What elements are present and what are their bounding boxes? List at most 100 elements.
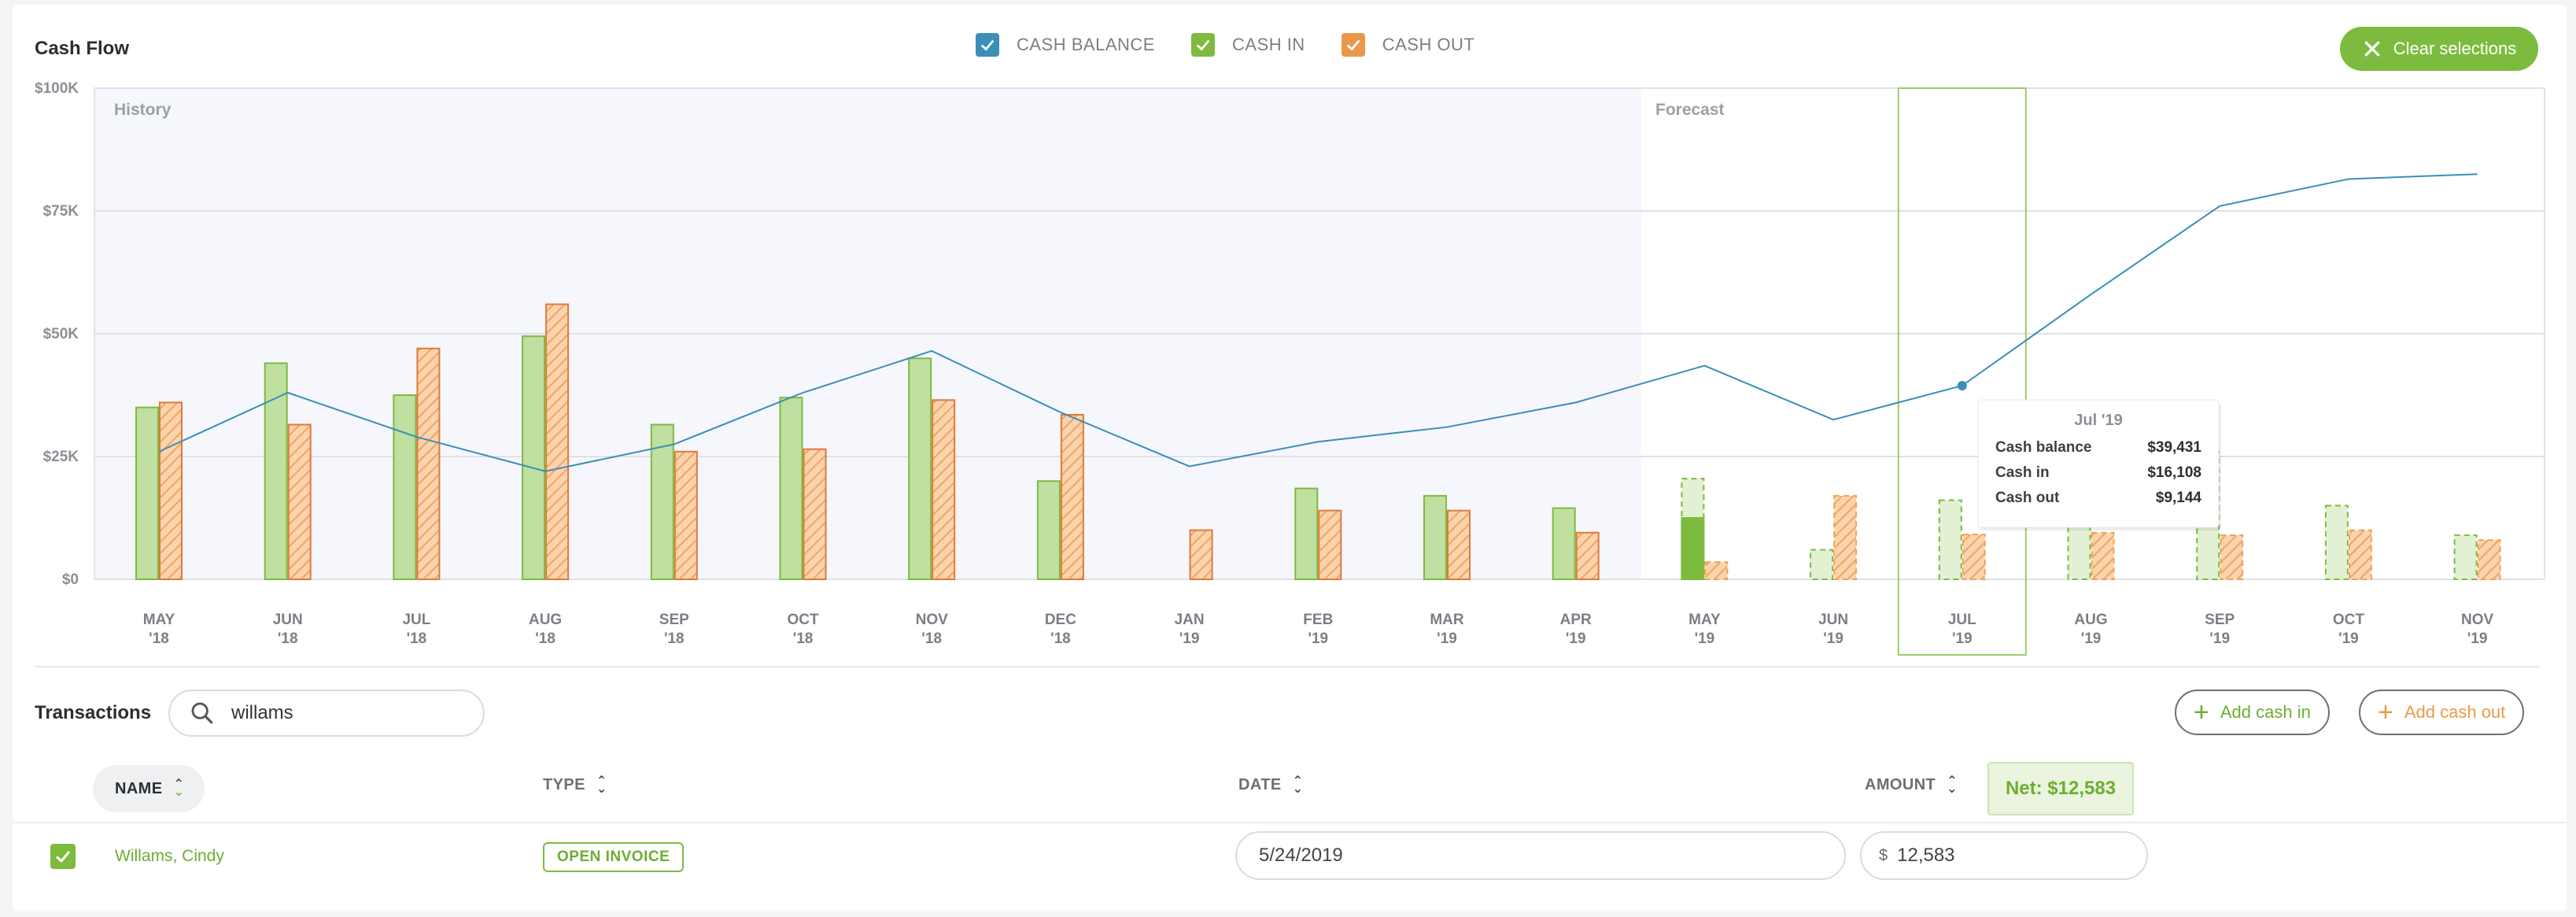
cash-balance-line (158, 173, 2478, 472)
x-tick-label: OCT (2333, 612, 2365, 628)
x-tick-label: '19 (1695, 630, 1715, 647)
clear-selections-label: Clear selections (2393, 39, 2517, 58)
cash-in-actual-bar (1681, 517, 1705, 580)
cash-out-bar (1060, 413, 1084, 581)
tooltip-title: Jul '19 (2074, 412, 2122, 429)
x-tick-label: NOV (2461, 612, 2494, 628)
x-tick-label: '19 (1823, 630, 1843, 647)
cash-out-bar (1447, 509, 1471, 581)
x-tick-label: '18 (793, 630, 814, 647)
x-tick-label: MAR (1430, 612, 1464, 628)
amount-field[interactable]: $ 12,583 (1860, 831, 2148, 880)
cash-out-bar (2220, 534, 2244, 581)
y-tick-label: $50K (43, 326, 79, 342)
x-tick-label: MAY (1688, 612, 1721, 628)
add-cash-in-label: Add cash in (2220, 702, 2311, 722)
sort-icon: ⌃ ⌄ (173, 778, 185, 799)
cash-out-bar (1704, 561, 1729, 580)
chart-legend: CASH BALANCE CASH IN CASH OUT (976, 33, 1474, 57)
x-tick-label: '18 (664, 630, 685, 647)
cash-in-bar (264, 362, 288, 580)
cash-out-bar (2477, 539, 2501, 581)
cash-in-bar (1294, 487, 1319, 580)
transactions-title: Transactions (35, 702, 152, 723)
cash-in-bar (779, 397, 803, 580)
tooltip-row-value: $9,144 (2156, 490, 2202, 506)
selected-month-highlight (1897, 87, 2027, 656)
tooltip-row-value: $16,108 (2147, 464, 2201, 481)
transaction-name-link[interactable]: Willams, Cindy (115, 847, 224, 865)
x-tick-label: SEP (2205, 612, 2235, 628)
legend-cash-out[interactable]: CASH OUT (1341, 33, 1475, 57)
column-label: TYPE (543, 776, 585, 793)
x-tick-label: JUN (1818, 612, 1848, 628)
clear-selections-button[interactable]: Clear selections (2340, 27, 2538, 71)
cash-in-bar (650, 423, 674, 580)
checkbox-icon[interactable] (1341, 33, 1365, 57)
cash-out-bar (287, 423, 312, 580)
legend-cash-in[interactable]: CASH IN (1190, 33, 1305, 57)
add-cash-out-button[interactable]: + Add cash out (2359, 690, 2525, 735)
tooltip-row-label: Cash out (1995, 490, 2060, 506)
y-tick-label: $0 (62, 571, 79, 588)
net-total-badge: Net: $12,583 (1987, 762, 2134, 815)
section-divider (35, 666, 2540, 667)
x-tick-label: MAY (143, 612, 175, 628)
checkbox-icon[interactable] (976, 33, 999, 57)
x-tick-label: JUL (402, 612, 430, 628)
cash-out-bar (1833, 494, 1858, 580)
cash-out-bar (545, 303, 570, 580)
column-header-date[interactable]: DATE ⌃ ⌄ (1238, 775, 1303, 795)
column-header-name[interactable]: NAME ⌃ ⌄ (93, 765, 205, 812)
tooltip-row-label: Cash in (1995, 464, 2050, 481)
cash-in-bar (1423, 494, 1447, 580)
row-checkbox[interactable] (50, 844, 76, 869)
x-tick-label: '18 (921, 630, 942, 647)
x-tick-label: '19 (1566, 630, 1586, 647)
y-tick-label: $100K (35, 80, 79, 97)
amount-value: 12,583 (1897, 845, 1955, 866)
cash-out-bar (1962, 533, 1986, 581)
sort-icon: ⌃ ⌄ (1947, 774, 1958, 796)
x-tick-label: NOV (916, 612, 949, 628)
search-box[interactable] (168, 690, 485, 737)
x-tick-label: '19 (1308, 630, 1328, 647)
close-icon (2364, 41, 2380, 57)
x-tick-label: SEP (659, 612, 689, 628)
x-tick-label: FEB (1303, 612, 1333, 628)
x-tick-label: APR (1560, 612, 1592, 628)
column-header-type[interactable]: TYPE ⌃ ⌄ (543, 775, 607, 795)
currency-symbol: $ (1879, 846, 1888, 864)
x-tick-label: AUG (2074, 612, 2107, 628)
x-tick-label: '19 (1952, 630, 1973, 647)
x-tick-label: JUN (273, 612, 303, 628)
cash-in-bar (135, 406, 159, 580)
cash-out-bar (1318, 509, 1342, 581)
cash-out-bar (803, 448, 827, 581)
x-tick-label: JAN (1175, 612, 1205, 628)
search-input[interactable] (230, 701, 469, 725)
cash-out-bar (159, 401, 183, 580)
section-label-history: History (114, 101, 172, 119)
cash-in-bar (1938, 499, 1962, 581)
add-cash-in-button[interactable]: + Add cash in (2175, 690, 2330, 735)
cash-in-bar (1036, 480, 1061, 581)
legend-cash-balance[interactable]: CASH BALANCE (976, 33, 1155, 57)
tooltip-box (1977, 399, 2220, 528)
checkbox-icon[interactable] (1190, 33, 1215, 57)
cash-in-bar (393, 394, 417, 580)
cash-out-bar (2348, 529, 2372, 580)
legend-label: CASH BALANCE (1017, 35, 1155, 54)
x-tick-label: '19 (1179, 630, 1200, 647)
x-tick-label: '18 (535, 630, 555, 647)
x-tick-label: '18 (278, 630, 298, 647)
date-field[interactable]: 5/24/2019 (1235, 831, 1846, 880)
tooltip-row-label: Cash balance (1995, 439, 2092, 456)
column-header-amount[interactable]: AMOUNT ⌃ ⌄ (1865, 774, 1958, 796)
cash-in-bar (1810, 549, 1834, 580)
x-tick-label: '19 (2209, 630, 2230, 647)
cash-balance-point (1957, 380, 1967, 390)
page-title: Cash Flow (35, 38, 130, 59)
x-tick-label: '19 (1437, 630, 1457, 647)
x-tick-label: JUL (1948, 612, 1976, 628)
